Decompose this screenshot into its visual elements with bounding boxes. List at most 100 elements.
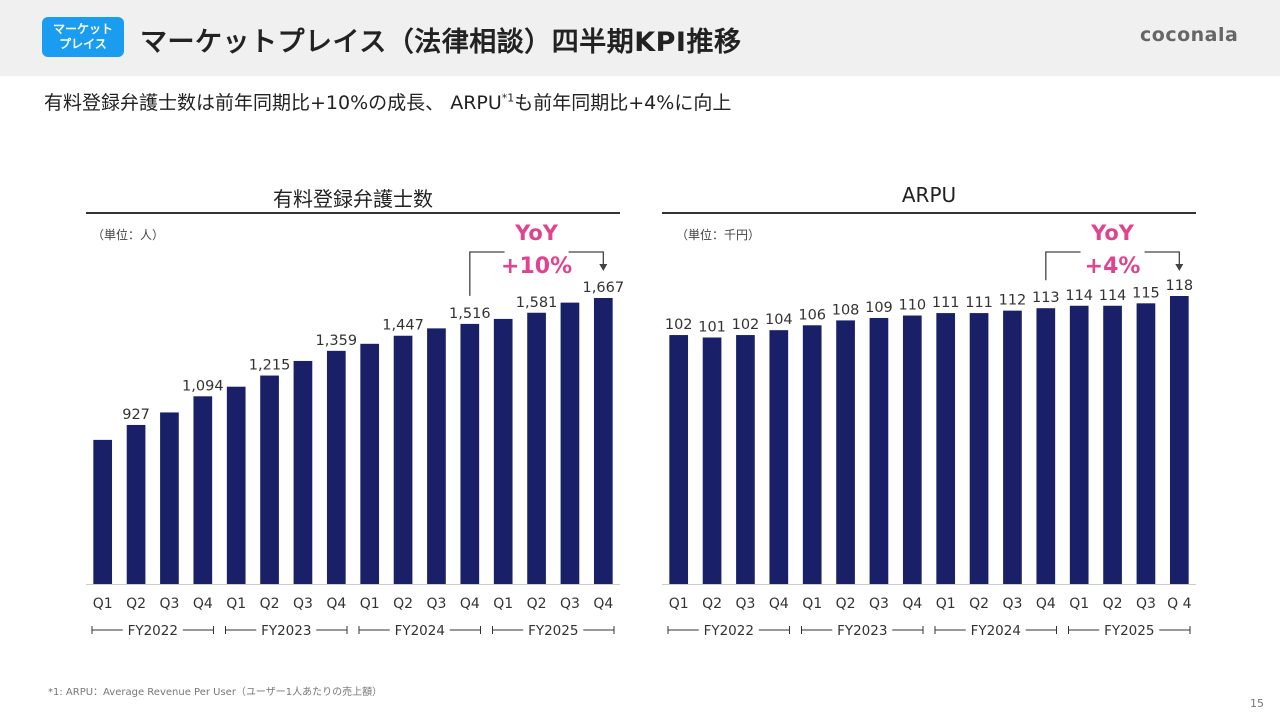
x-tick-label: Q4 bbox=[193, 596, 213, 612]
data-label: 111 bbox=[932, 295, 960, 311]
data-label: 118 bbox=[1165, 278, 1193, 294]
data-label: 102 bbox=[665, 317, 693, 333]
x-tick-label: Q3 bbox=[560, 596, 580, 612]
data-label: 1,581 bbox=[516, 295, 558, 311]
unit-label: （単位：人） bbox=[92, 228, 165, 242]
data-label: 1,667 bbox=[583, 280, 625, 296]
bar bbox=[293, 360, 313, 584]
data-label: 104 bbox=[765, 312, 793, 328]
x-tick-label: Q1 bbox=[1069, 596, 1089, 612]
bar bbox=[736, 335, 755, 584]
yoy-bracket-right bbox=[568, 251, 604, 266]
header-bar: マーケット プレイス マーケットプレイス（法律相談）四半期KPI推移 cocon… bbox=[0, 0, 1280, 76]
bar bbox=[669, 335, 689, 584]
yoy-bracket-right bbox=[1144, 251, 1180, 266]
x-tick-label: Q4 bbox=[902, 596, 922, 612]
x-tick-label: Q3 bbox=[293, 596, 313, 612]
page-number: 15 bbox=[1250, 697, 1264, 710]
bar bbox=[460, 323, 480, 584]
x-tick-label: Q3 bbox=[426, 596, 446, 612]
fiscal-year-label: FY2024 bbox=[971, 623, 1021, 639]
x-tick-label: Q2 bbox=[393, 596, 413, 612]
chart-title-arpu: ARPU bbox=[901, 183, 957, 207]
x-tick-label: Q1 bbox=[360, 596, 380, 612]
data-label: 1,094 bbox=[182, 378, 224, 394]
bar bbox=[936, 313, 956, 584]
x-tick-label: Q2 bbox=[1103, 596, 1123, 612]
x-tick-label: Q2 bbox=[836, 596, 856, 612]
bar bbox=[260, 375, 279, 584]
bar bbox=[560, 302, 580, 584]
bar bbox=[193, 396, 213, 584]
bar bbox=[126, 424, 146, 584]
bar bbox=[969, 313, 989, 584]
data-label: 112 bbox=[999, 293, 1027, 309]
footnote-marker: *1 bbox=[501, 91, 515, 105]
bar bbox=[802, 325, 822, 584]
x-tick-label: Q1 bbox=[493, 596, 513, 612]
fiscal-year-label: FY2023 bbox=[261, 623, 311, 639]
fiscal-year-label: FY2024 bbox=[395, 623, 445, 639]
x-tick-label: Q4 bbox=[769, 596, 789, 612]
bar bbox=[360, 343, 380, 584]
yoy-value: +10% bbox=[501, 254, 572, 279]
x-tick-label: Q3 bbox=[1002, 596, 1022, 612]
fiscal-year-label: FY2023 bbox=[837, 623, 887, 639]
x-tick-label: Q2 bbox=[126, 596, 146, 612]
x-tick-label: Q2 bbox=[969, 596, 989, 612]
bar bbox=[869, 317, 889, 584]
yoy-arrow-icon bbox=[1175, 264, 1184, 271]
bar bbox=[1069, 305, 1089, 584]
x-tick-label: Q2 bbox=[260, 596, 280, 612]
bar bbox=[836, 320, 855, 584]
bar bbox=[1169, 296, 1189, 584]
x-tick-label: Q4 bbox=[593, 596, 613, 612]
x-tick-label: Q 4 bbox=[1167, 596, 1191, 612]
data-label: 111 bbox=[965, 295, 993, 311]
bar bbox=[427, 328, 446, 584]
x-tick-label: Q3 bbox=[735, 596, 755, 612]
yoy-label: YoY bbox=[514, 221, 559, 245]
bar bbox=[1003, 310, 1022, 584]
page-subtitle: 有料登録弁護士数は前年同期比+10%の成長、 ARPU*1も前年同期比+4%に向… bbox=[44, 88, 731, 115]
x-tick-label: Q3 bbox=[869, 596, 889, 612]
data-label: 109 bbox=[865, 300, 893, 316]
bar bbox=[702, 337, 722, 584]
data-label: 1,447 bbox=[382, 318, 424, 334]
bar bbox=[1136, 303, 1156, 584]
yoy-arrow-icon bbox=[599, 264, 608, 271]
chart-title-rule bbox=[86, 212, 620, 214]
x-tick-label: Q3 bbox=[159, 596, 179, 612]
lawyers-bar-chart: Q1 927 Q2 Q3 1,094 Q4 Q1 1,215 Q2 Q3 1,359 Q4 Q1 1,44… bbox=[86, 221, 624, 639]
bar bbox=[493, 318, 513, 584]
x-tick-label: Q1 bbox=[802, 596, 822, 612]
data-label: 110 bbox=[898, 298, 926, 314]
x-tick-label: Q1 bbox=[936, 596, 956, 612]
arpu-bar-chart: 102 Q1 101 Q2 102 Q3 104 Q4 106 Q1 108 Q2 109 Q3 110 Q4… bbox=[662, 221, 1196, 639]
bar bbox=[593, 298, 613, 584]
chart-title-rule bbox=[662, 212, 1196, 214]
data-label: 113 bbox=[1032, 290, 1060, 306]
bar bbox=[527, 312, 546, 584]
data-label: 1,359 bbox=[316, 333, 358, 349]
yoy-bracket-left bbox=[469, 251, 505, 296]
x-tick-label: Q3 bbox=[1136, 596, 1156, 612]
bar bbox=[93, 439, 113, 584]
subtitle-text-2: も前年同期比+4%に向上 bbox=[514, 92, 732, 114]
data-label: 114 bbox=[1065, 288, 1093, 304]
yoy-label: YoY bbox=[1090, 221, 1135, 245]
x-tick-label: Q2 bbox=[527, 596, 547, 612]
chart-title-lawyers: 有料登録弁護士数 bbox=[273, 187, 433, 211]
fiscal-year-label: FY2022 bbox=[704, 623, 754, 639]
x-tick-label: Q1 bbox=[669, 596, 689, 612]
unit-label: （単位：千円） bbox=[676, 228, 761, 242]
data-label: 115 bbox=[1132, 285, 1160, 301]
yoy-bracket-left bbox=[1045, 251, 1081, 281]
footnote: *1: ARPU：Average Revenue Per User（ユーザー1人… bbox=[48, 687, 383, 698]
bar bbox=[393, 335, 413, 584]
bar bbox=[226, 386, 246, 584]
data-label: 108 bbox=[832, 302, 860, 318]
coconala-logo: coconala bbox=[1140, 24, 1239, 46]
data-label: 114 bbox=[1099, 288, 1127, 304]
data-label: 102 bbox=[732, 317, 760, 333]
